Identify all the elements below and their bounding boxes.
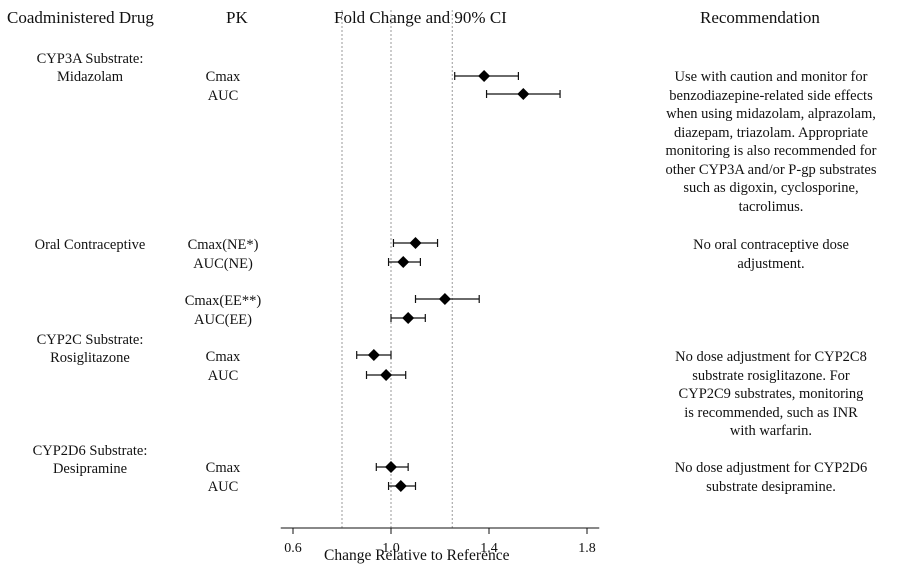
recommendation-line: substrate desipramine. — [706, 478, 836, 495]
drug-label-line: CYP2C Substrate: — [36, 332, 144, 348]
pk-label: Cmax — [205, 69, 241, 85]
drug-label-rosiglitazone: CYP2C Substrate: Rosiglitazone — [10, 331, 170, 367]
header-coadministered-drug: Coadministered Drug — [7, 8, 154, 27]
drug-label-oral-contraceptive: Oral Contraceptive — [10, 236, 170, 254]
point-estimate-marker — [402, 312, 415, 324]
drug-label-line: Midazolam — [56, 69, 124, 85]
drug-label-line: Rosiglitazone — [50, 350, 130, 366]
recommendation-line: No dose adjustment for CYP2C8 — [675, 349, 867, 365]
recommendation-line: benzodiazepine-related side effects — [669, 87, 873, 104]
drug-label-desipramine: CYP2D6 Substrate: Desipramine — [10, 442, 170, 478]
point-estimate-marker — [385, 461, 397, 473]
x-axis-label: Change Relative to Reference — [324, 547, 510, 564]
recommendation-line: monitoring is also recommended for — [665, 143, 877, 159]
point-estimate-marker — [409, 237, 422, 249]
recommendation-line: CYP2C9 substrates, monitoring — [678, 386, 864, 402]
header-fold-change: Fold Change and 90% CI — [334, 8, 507, 27]
recommendation-midazolam: Use with caution and monitor for benzodi… — [640, 68, 902, 216]
drug-label-line: Oral Contraceptive — [34, 237, 146, 253]
recommendation-line: when using midazolam, alprazolam, — [666, 106, 876, 122]
recommendation-line: Use with caution and monitor for — [674, 69, 868, 85]
point-estimate-marker — [394, 480, 407, 492]
recommendation-line: with warfarin. — [729, 423, 813, 439]
point-estimate-marker — [438, 293, 451, 305]
recommendation-line: such as digoxin, cyclosporine, — [683, 180, 859, 196]
pk-label: AUC — [207, 479, 239, 495]
pk-label: AUC — [207, 88, 239, 104]
pk-label: Cmax(NE*) — [187, 237, 259, 253]
recommendation-line: adjustment. — [737, 255, 805, 272]
point-estimate-marker — [397, 256, 410, 268]
point-estimate-marker — [517, 88, 530, 100]
point-estimate-marker — [380, 369, 393, 381]
point-estimate-marker — [478, 70, 491, 82]
pk-label: Cmax — [205, 460, 241, 476]
x-tick-label: 1.0 — [382, 541, 400, 556]
drug-label-line: CYP2D6 Substrate: — [32, 443, 148, 459]
recommendation-line: substrate rosiglitazone. For — [692, 367, 850, 384]
drug-label-midazolam: CYP3A Substrate: Midazolam — [10, 50, 170, 86]
drug-label-line: CYP3A Substrate: — [36, 51, 144, 67]
header-recommendation: Recommendation — [700, 8, 820, 27]
pk-label: Cmax(EE**) — [184, 293, 262, 309]
header-pk: PK — [226, 8, 248, 27]
recommendation-rosiglitazone: No dose adjustment for CYP2C8 substrate … — [640, 348, 902, 441]
x-tick-label: 1.4 — [480, 541, 498, 556]
pk-label: Cmax — [205, 349, 241, 365]
recommendation-line: is recommended, such as INR — [684, 404, 858, 421]
pk-label: AUC(EE) — [194, 312, 252, 328]
drug-label-line: Desipramine — [52, 461, 128, 477]
recommendation-desipramine: No dose adjustment for CYP2D6 substrate … — [640, 459, 902, 496]
recommendation-oral-contraceptive: No oral contraceptive dose adjustment. — [640, 236, 902, 273]
pk-label: AUC — [207, 368, 239, 384]
recommendation-line: No dose adjustment for CYP2D6 — [674, 460, 868, 476]
recommendation-line: No oral contraceptive dose — [693, 237, 849, 253]
recommendation-line: tacrolimus. — [738, 198, 804, 215]
x-tick-label: 0.6 — [284, 541, 302, 556]
recommendation-line: diazepam, triazolam. Appropriate — [673, 124, 869, 141]
recommendation-line: other CYP3A and/or P-gp substrates — [665, 161, 877, 178]
pk-label: AUC(NE) — [193, 256, 253, 272]
point-estimate-marker — [367, 349, 380, 361]
x-tick-label: 1.8 — [578, 541, 596, 556]
